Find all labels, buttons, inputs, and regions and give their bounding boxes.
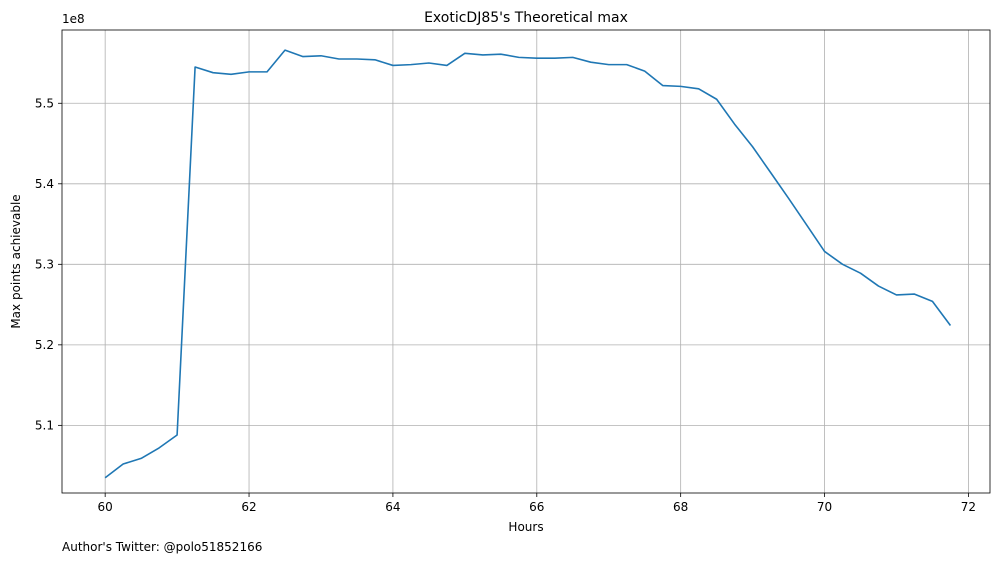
x-axis-title: Hours — [508, 520, 543, 534]
y-tick-label: 5.5 — [35, 96, 54, 110]
x-tick-label: 64 — [385, 500, 400, 514]
grid — [62, 30, 990, 493]
x-tick-label: 66 — [529, 500, 544, 514]
chart-title: ExoticDJ85's Theoretical max — [424, 10, 628, 26]
y-tick-label: 5.4 — [35, 177, 54, 191]
y-tick-label: 5.3 — [35, 257, 54, 271]
plot-frame — [61, 29, 991, 494]
y-axis-title: Max points achievable — [9, 194, 23, 328]
x-tick-label: 70 — [817, 500, 832, 514]
y-tick-label: 5.2 — [35, 338, 54, 352]
x-tick-label: 60 — [98, 500, 113, 514]
series-layer — [104, 49, 952, 479]
ticks: 60 62 64 66 68 70 72 5.1 5.2 5.3 5.4 5.5 — [35, 96, 976, 514]
x-tick-label: 72 — [961, 500, 976, 514]
x-tick-label: 68 — [673, 500, 688, 514]
y-tick-label: 5.1 — [35, 418, 54, 432]
x-tick-label: 62 — [241, 500, 256, 514]
series-line — [104, 49, 952, 479]
author-footnote: Author's Twitter: @polo51852166 — [62, 540, 262, 554]
y-offset-label: 1e8 — [62, 12, 85, 26]
